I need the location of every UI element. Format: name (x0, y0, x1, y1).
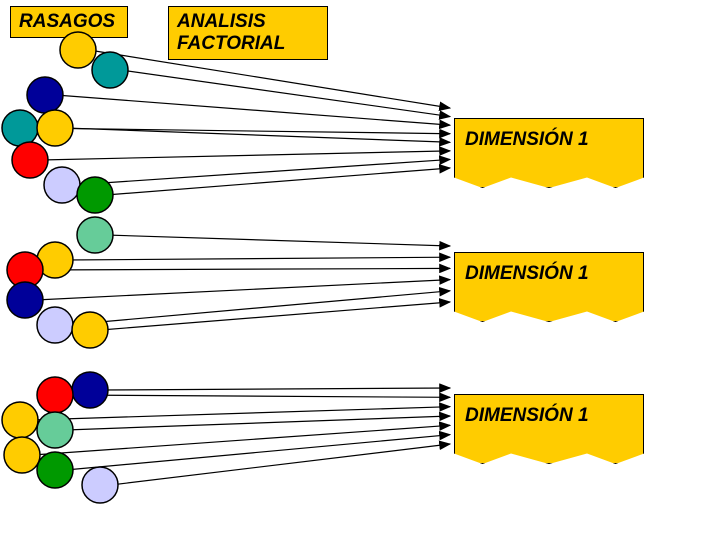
dimension-box-2: DIMENSIÓN 1 (454, 252, 644, 322)
trait-circle (77, 217, 113, 253)
trait-circle (37, 412, 73, 448)
dimension-box-3: DIMENSIÓN 1 (454, 394, 644, 464)
trait-circle (37, 452, 73, 488)
trait-circle (7, 282, 43, 318)
trait-circle (44, 167, 80, 203)
trait-circle (72, 312, 108, 348)
trait-circle (92, 52, 128, 88)
dimension-text-2: DIMENSIÓN 1 (465, 263, 589, 284)
trait-circle (27, 77, 63, 113)
trait-circle (2, 402, 38, 438)
dimension-box-1: DIMENSIÓN 1 (454, 118, 644, 188)
trait-circle (4, 437, 40, 473)
trait-circle (37, 242, 73, 278)
trait-circle (37, 377, 73, 413)
trait-circle (37, 307, 73, 343)
trait-circle (12, 142, 48, 178)
rasagos-label: RASAGOS (10, 6, 128, 38)
trait-circle (7, 252, 43, 288)
trait-circle (82, 467, 118, 503)
trait-circle (37, 110, 73, 146)
dimension-text-1: DIMENSIÓN 1 (465, 129, 589, 150)
rasagos-text: RASAGOS (19, 11, 115, 32)
trait-circle (2, 110, 38, 146)
analisis-text: ANALISIS FACTORIAL (177, 11, 285, 54)
dimension-text-3: DIMENSIÓN 1 (465, 405, 589, 426)
analisis-label: ANALISIS FACTORIAL (168, 6, 328, 60)
trait-circle (72, 372, 108, 408)
trait-circle (77, 177, 113, 213)
